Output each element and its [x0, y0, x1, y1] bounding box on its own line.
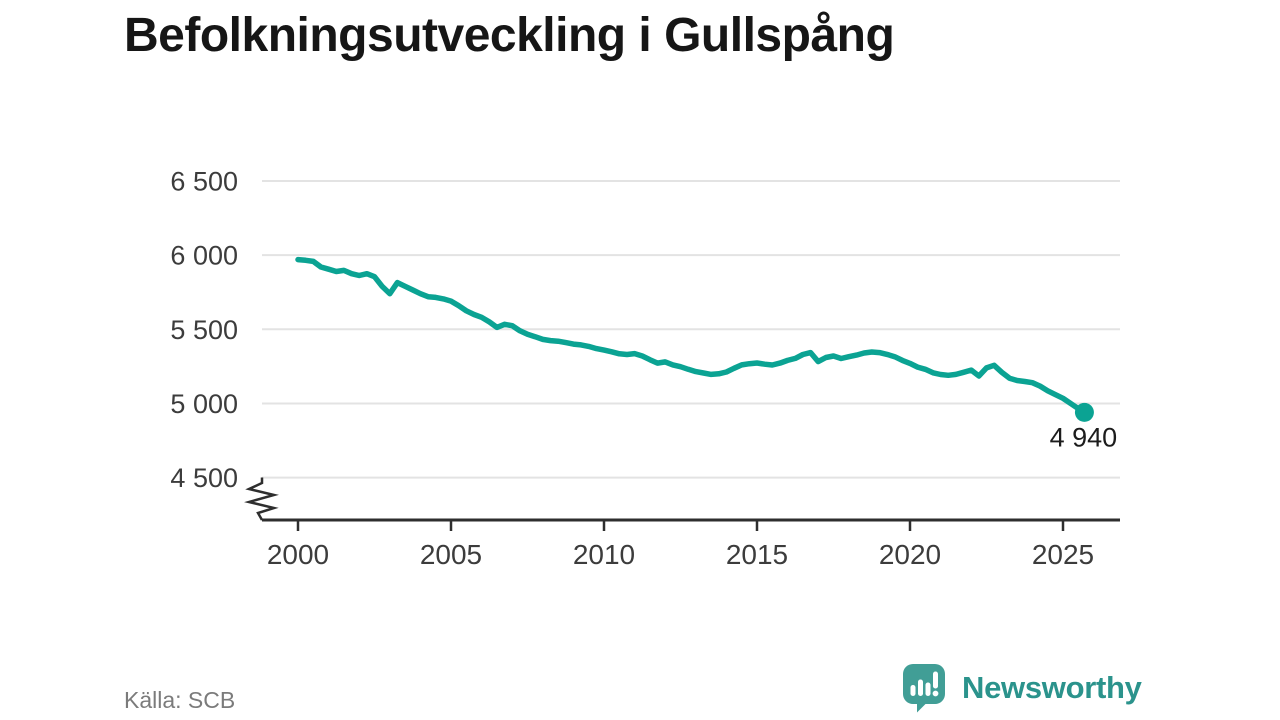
brand-name: Newsworthy	[962, 670, 1142, 705]
x-tick-label: 2000	[267, 539, 329, 570]
y-tick-label: 6 000	[170, 241, 238, 271]
source-label: Källa: SCB	[124, 687, 236, 713]
x-tick-label: 2010	[573, 539, 635, 570]
axis-break-icon	[244, 477, 279, 521]
y-tick-label: 6 500	[170, 167, 238, 197]
end-value-label: 4 940	[1050, 422, 1118, 452]
x-tick-label: 2015	[726, 539, 788, 570]
y-tick-label: 4 500	[170, 463, 238, 493]
x-tick-label: 2005	[420, 539, 482, 570]
population-line	[295, 256, 1088, 416]
x-tick-label: 2020	[879, 539, 941, 570]
newsworthy-logo: Newsworthy	[902, 663, 1142, 713]
page-title: Befolkningsutveckling i Gullspång	[124, 9, 895, 62]
end-point-dot	[1074, 402, 1094, 422]
y-tick-label: 5 000	[170, 389, 238, 419]
y-tick-label: 5 500	[170, 315, 238, 345]
speech-bubble-bar-chart-icon	[903, 664, 945, 713]
x-tick-label: 2025	[1032, 539, 1094, 570]
